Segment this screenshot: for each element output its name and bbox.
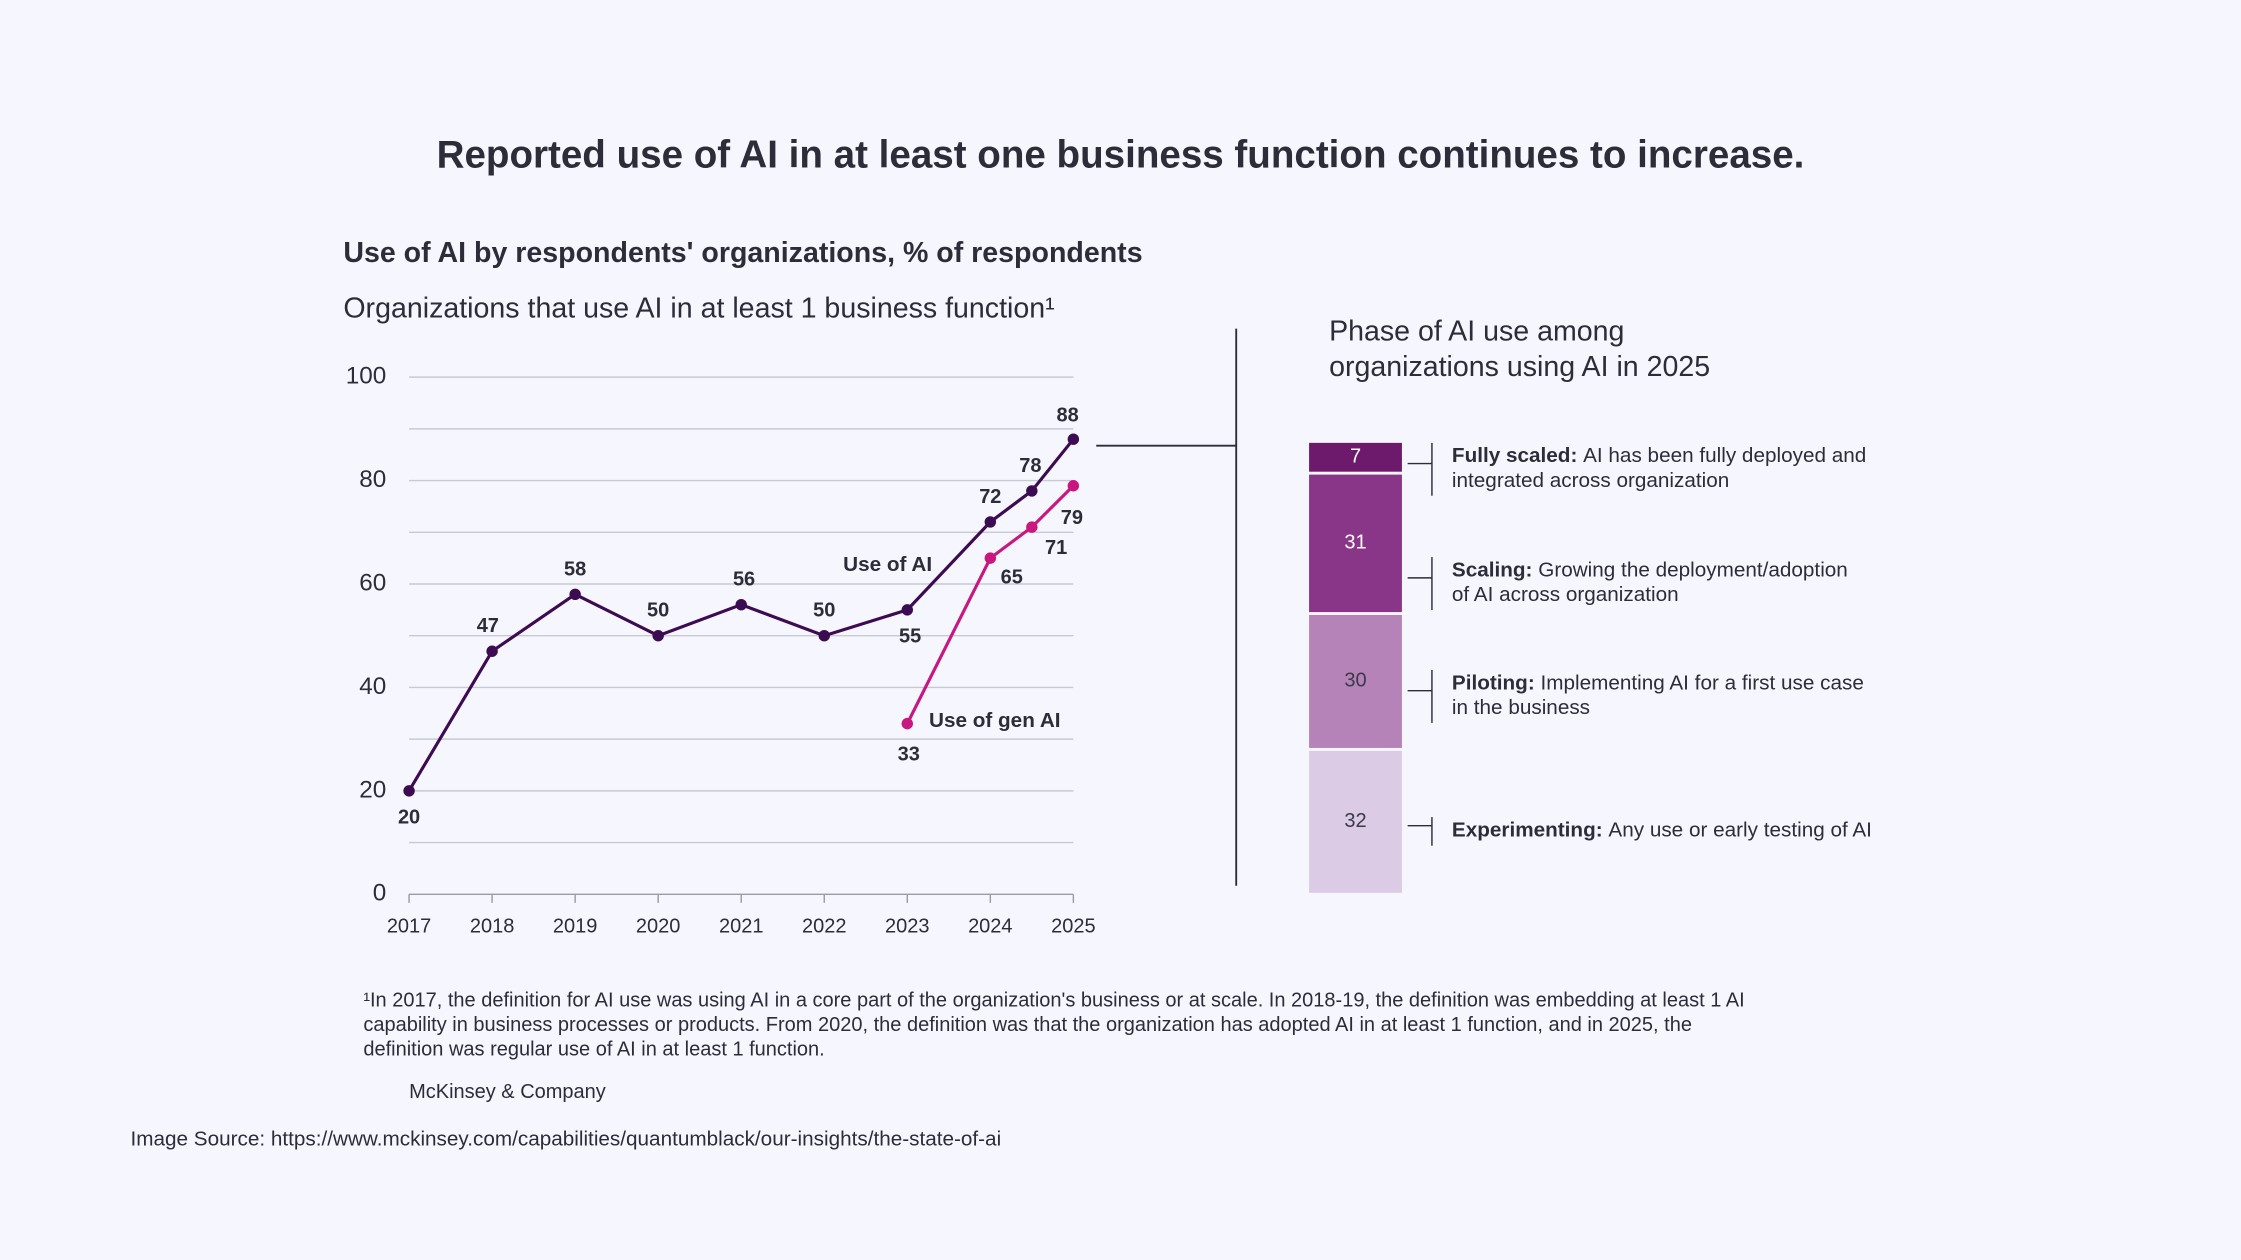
x-tick-label: 2022 (802, 915, 847, 937)
data-label: 71 (1045, 537, 1067, 559)
y-tick-label: 60 (359, 569, 386, 596)
x-tick-label: 2021 (719, 915, 764, 937)
data-label: 79 (1061, 507, 1083, 529)
y-tick-label: 0 (373, 880, 387, 907)
data-point (984, 516, 997, 528)
x-tick-label: 2018 (470, 915, 515, 937)
data-point (984, 552, 997, 564)
chart-subtitle: Organizations that use AI in at least 1 … (343, 293, 1054, 325)
phase-name: Fully scaled: (1452, 445, 1577, 468)
x-tick-label: 2024 (968, 915, 1013, 937)
data-point (1026, 485, 1038, 497)
phase-label: Piloting: Implementing AI for a first us… (1452, 672, 1864, 695)
data-label: 50 (647, 600, 669, 622)
page-title: Reported use of AI in at least one busin… (437, 133, 1805, 176)
stack-segment (1306, 471, 1405, 615)
phase-description: Implementing AI for a first use case (1540, 672, 1863, 695)
panel-title: Phase of AI use among (1329, 315, 1624, 347)
phase-description: AI has been fully deployed and (1583, 445, 1866, 468)
segment-label: 31 (1344, 532, 1366, 554)
stack-segment (1306, 612, 1405, 751)
phase-label: Fully scaled: AI has been fully deployed… (1452, 445, 1866, 468)
phase-description: Growing the deployment/adoption (1538, 559, 1848, 582)
data-label: 50 (813, 600, 835, 622)
x-tick-label: 2025 (1051, 915, 1096, 937)
phase-description: integrated across organization (1452, 469, 1729, 492)
data-label: 20 (398, 806, 420, 828)
data-label: 55 (899, 625, 921, 647)
data-point (818, 630, 830, 642)
data-label: 47 (477, 615, 499, 637)
data-point (901, 717, 913, 730)
data-label: 33 (898, 743, 920, 765)
phase-name: Experimenting: (1452, 819, 1603, 842)
data-point (735, 598, 747, 611)
y-tick-label: 40 (359, 673, 386, 700)
x-tick-label: 2017 (387, 915, 432, 937)
footnote: ¹In 2017, the definition for AI use was … (363, 990, 1744, 1012)
image-source: Image Source: https://www.mckinsey.com/c… (131, 1127, 1002, 1150)
data-point (1067, 433, 1080, 445)
series-label: Use of gen AI (929, 709, 1061, 732)
data-label: 56 (733, 569, 755, 591)
series-line (407, 438, 1075, 792)
segment-label: 30 (1344, 670, 1366, 692)
data-label: 88 (1057, 405, 1079, 427)
series-line (905, 484, 1075, 725)
x-tick-label: 2020 (636, 915, 681, 937)
y-tick-label: 100 (346, 363, 387, 390)
data-point (1067, 480, 1080, 492)
segment-label: 32 (1344, 810, 1366, 832)
data-label: 72 (979, 486, 1001, 508)
y-tick-label: 20 (359, 776, 386, 803)
x-tick-label: 2023 (885, 915, 930, 937)
data-label: 58 (564, 558, 586, 580)
panel-title: organizations using AI in 2025 (1329, 351, 1710, 383)
data-label: 78 (1019, 455, 1041, 477)
phase-description: Any use or early testing of AI (1608, 819, 1872, 842)
data-point (901, 604, 913, 616)
stack-segment (1306, 440, 1405, 475)
footnote: definition was regular use of AI in at l… (363, 1038, 824, 1060)
data-point (403, 785, 415, 797)
data-point (1026, 521, 1038, 533)
phase-name: Scaling: (1452, 559, 1533, 582)
data-point (486, 645, 498, 657)
footnote: capability in business processes or prod… (363, 1014, 1692, 1036)
phase-description: of AI across organization (1452, 583, 1679, 606)
source: McKinsey & Company (409, 1081, 606, 1103)
phase-name: Piloting: (1452, 672, 1535, 695)
phase-label: Experimenting: Any use or early testing … (1452, 819, 1872, 842)
series-label: Use of AI (843, 553, 932, 576)
data-label: 65 (1001, 566, 1023, 588)
stack-segment (1306, 747, 1405, 896)
segment-label: 7 (1350, 446, 1361, 468)
y-tick-label: 80 (359, 466, 386, 493)
phase-label: Scaling: Growing the deployment/adoption (1452, 559, 1848, 582)
x-tick-label: 2019 (553, 915, 598, 937)
data-point (652, 630, 664, 642)
phase-description: in the business (1452, 696, 1590, 719)
chart-title: Use of AI by respondents' organizations,… (343, 237, 1142, 269)
data-point (569, 588, 581, 601)
